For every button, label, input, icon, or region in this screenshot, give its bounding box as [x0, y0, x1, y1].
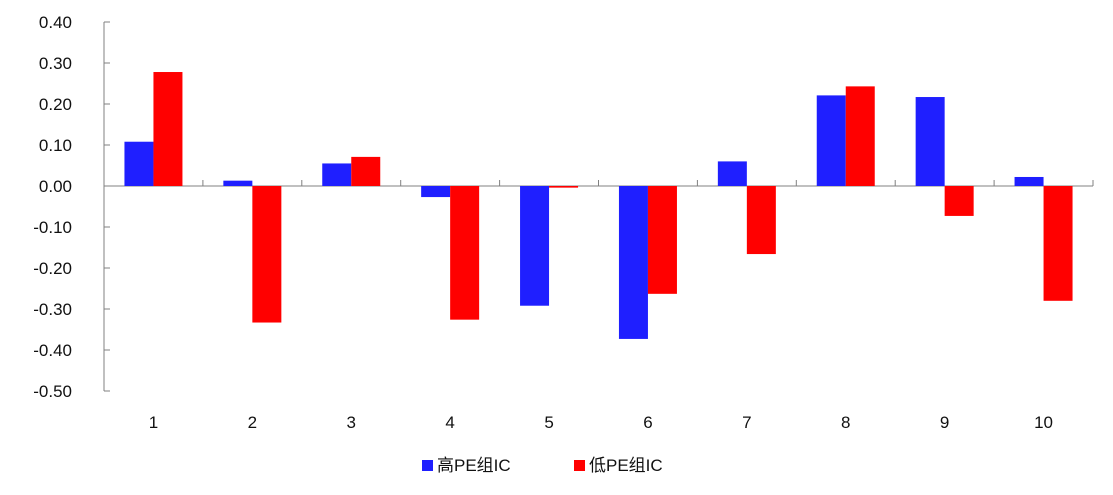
bar-series2-cat1 — [153, 72, 183, 186]
y-tick-label: 0.10 — [39, 136, 72, 155]
legend-swatch-1 — [422, 460, 433, 471]
legend-label-2: 低PE组IC — [589, 456, 663, 475]
bar-series2-cat9 — [944, 186, 974, 216]
bar-series1-cat1 — [124, 141, 154, 186]
legend: 高PE组IC 低PE组IC — [422, 456, 663, 475]
y-tick-label: -0.40 — [33, 341, 72, 360]
bar-series2-cat8 — [845, 86, 875, 186]
bar-series2-cat3 — [351, 156, 381, 186]
bar-series1-cat8 — [816, 95, 846, 186]
bar-series1-cat6 — [618, 186, 648, 339]
x-tick-label: 8 — [841, 413, 850, 432]
x-tick-label: 4 — [445, 413, 454, 432]
y-tick-label: -0.30 — [33, 300, 72, 319]
bar-series1-cat9 — [915, 97, 945, 186]
bar-series1-cat3 — [322, 163, 352, 186]
bar-series1-cat2 — [223, 180, 253, 186]
bar-series1-cat10 — [1014, 176, 1044, 186]
y-tick-label: 0.00 — [39, 177, 72, 196]
bar-series1-cat7 — [717, 161, 747, 186]
y-tick-label: -0.50 — [33, 382, 72, 401]
x-tick-label: 3 — [347, 413, 356, 432]
x-tick-label: 2 — [248, 413, 257, 432]
bar-series2-cat2 — [252, 186, 282, 323]
y-tick-label: -0.20 — [33, 259, 72, 278]
legend-label-1: 高PE组IC — [437, 456, 511, 475]
bar-series2-cat4 — [450, 186, 480, 320]
bar-series2-cat6 — [647, 186, 677, 294]
legend-swatch-2 — [574, 460, 585, 471]
bar-series1-cat5 — [520, 186, 550, 306]
x-tick-label: 10 — [1034, 413, 1053, 432]
y-tick-label: 0.30 — [39, 54, 72, 73]
y-tick-label: 0.40 — [39, 13, 72, 32]
bar-series2-cat7 — [746, 186, 776, 255]
bar-series2-cat10 — [1043, 186, 1073, 301]
x-tick-label: 1 — [149, 413, 158, 432]
bar-series2-cat5 — [549, 186, 579, 188]
bars — [124, 72, 1073, 339]
x-tick-label: 7 — [742, 413, 751, 432]
bar-series1-cat4 — [421, 186, 451, 198]
y-tick-label: 0.20 — [39, 95, 72, 114]
y-axis: 0.40 0.30 0.20 0.10 0.00 -0.10 -0.20 -0.30 -0.40… — [33, 13, 110, 401]
y-tick-label: -0.10 — [33, 218, 72, 237]
x-tick-label: 5 — [544, 413, 553, 432]
x-tick-label: 9 — [940, 413, 949, 432]
x-tick-label: 6 — [643, 413, 652, 432]
